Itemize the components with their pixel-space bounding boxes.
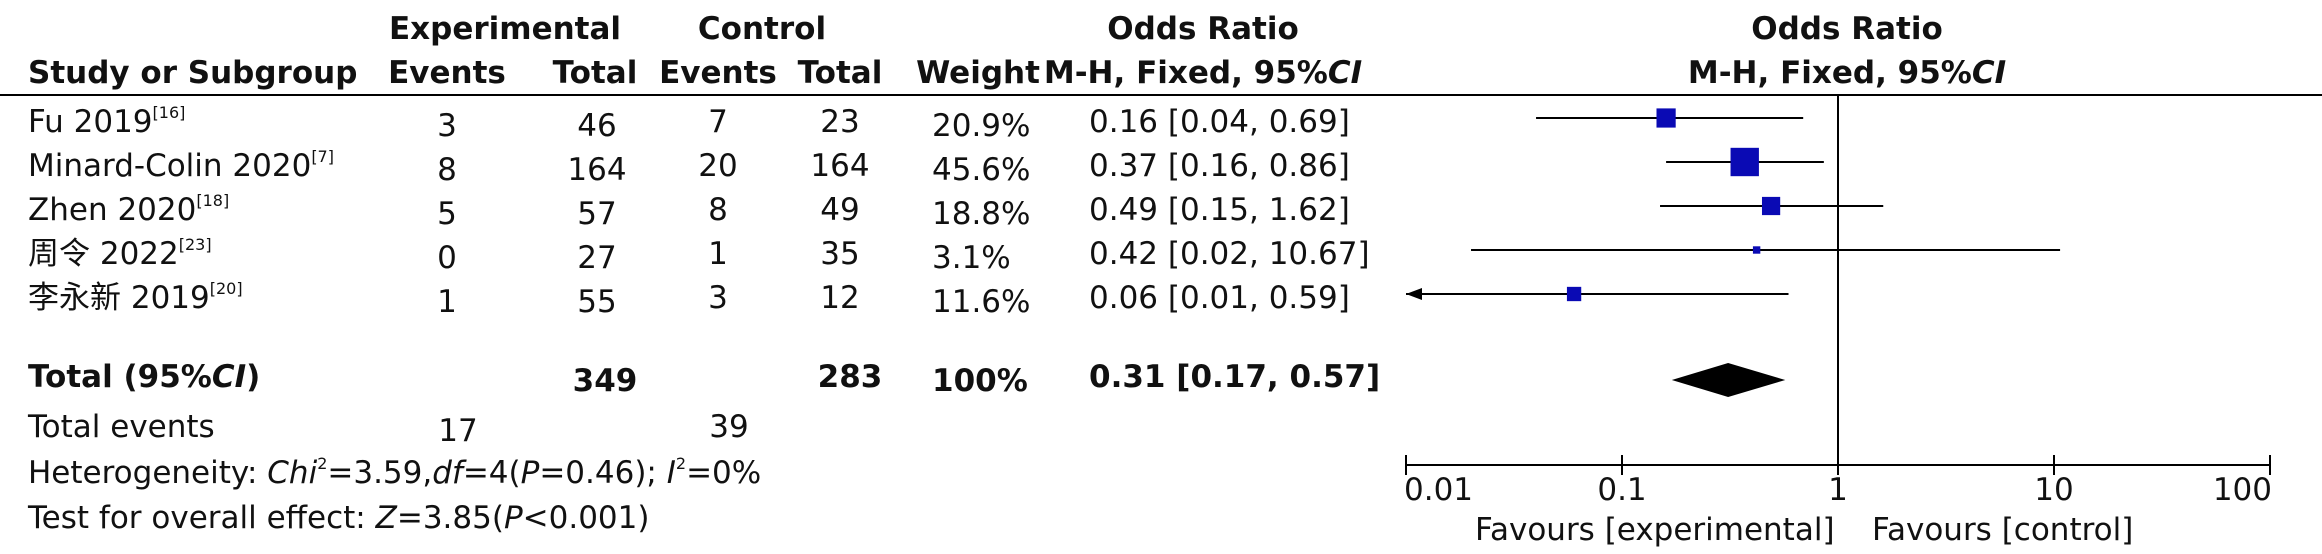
study-tot-c: 35 xyxy=(820,236,860,272)
total-events-control: 39 xyxy=(709,409,749,445)
x-tick-label: 1 xyxy=(1828,472,1848,508)
favours-experimental-label: Favours [experimental] xyxy=(1475,512,1835,548)
total-events-label: Total events xyxy=(28,409,215,445)
x-tick-label: 100 xyxy=(2213,472,2272,508)
header-total-control: Total xyxy=(797,55,883,91)
study-ci-text: 0.06 [0.01, 0.59] xyxy=(1089,280,1350,316)
total-label: Total (95%CI) xyxy=(28,359,261,395)
study-weight: 45.6% xyxy=(932,152,1031,188)
header-method-plot: M-H, Fixed, 95%CI xyxy=(1687,55,2007,91)
header-events-control: Events xyxy=(659,55,777,91)
study-marker xyxy=(1761,196,1781,216)
ci-arrow-left xyxy=(1406,288,1422,300)
study-marker xyxy=(1656,108,1676,128)
study-ev-e: 5 xyxy=(437,196,457,232)
study-ev-e: 0 xyxy=(437,240,457,276)
study-marker xyxy=(1752,246,1761,254)
study-ci-text: 0.37 [0.16, 0.86] xyxy=(1089,148,1350,184)
study-ev-c: 3 xyxy=(708,280,728,316)
study-tot-e: 164 xyxy=(567,152,627,188)
study-ev-c: 20 xyxy=(698,148,738,184)
study-weight: 18.8% xyxy=(932,196,1031,232)
header-weight: Weight xyxy=(916,55,1040,91)
heterogeneity-text: Heterogeneity: Chi2=3.59,df=4(P=0.46); I… xyxy=(28,454,762,491)
study-tot-e: 27 xyxy=(577,240,617,276)
header-odds-ratio-table: Odds Ratio xyxy=(1107,11,1299,47)
header-total-experimental: Total xyxy=(552,55,638,91)
overall-effect-text: Test for overall effect: Z=3.85(P<0.001) xyxy=(28,500,650,536)
study-name: Zhen 2020[18] xyxy=(28,191,230,228)
study-name: 周令 2022[23] xyxy=(28,235,212,272)
x-tick-label: 10 xyxy=(2034,472,2073,508)
study-weight: 3.1% xyxy=(932,240,1011,276)
study-ev-e: 1 xyxy=(437,284,457,320)
header-study: Study or Subgroup xyxy=(28,55,358,91)
total-events-experimental: 17 xyxy=(438,413,478,449)
study-tot-c: 12 xyxy=(820,280,860,316)
total-control: 283 xyxy=(817,359,883,395)
header-rule xyxy=(0,94,2322,96)
study-ev-e: 8 xyxy=(437,152,457,188)
study-tot-c: 49 xyxy=(820,192,860,228)
study-ev-c: 1 xyxy=(708,236,728,272)
study-tot-e: 55 xyxy=(577,284,617,320)
study-name: 李永新 2019[20] xyxy=(28,279,243,316)
study-marker xyxy=(1730,147,1759,177)
study-ci-text: 0.42 [0.02, 10.67] xyxy=(1089,236,1370,272)
pooled-diamond xyxy=(1671,363,1786,397)
study-weight: 20.9% xyxy=(932,108,1031,144)
study-tot-c: 23 xyxy=(820,104,860,140)
study-ev-c: 8 xyxy=(708,192,728,228)
total-weight: 100% xyxy=(932,363,1028,399)
total-experimental: 349 xyxy=(572,363,638,399)
study-tot-c: 164 xyxy=(810,148,870,184)
study-tot-e: 46 xyxy=(577,108,617,144)
header-method-table: M-H, Fixed, 95%CI xyxy=(1043,55,1363,91)
study-name: Minard-Colin 2020[7] xyxy=(28,147,334,184)
header-events-experimental: Events xyxy=(388,55,506,91)
total-ci-text: 0.31 [0.17, 0.57] xyxy=(1089,359,1381,395)
study-tot-e: 57 xyxy=(577,196,617,232)
study-ci-text: 0.49 [0.15, 1.62] xyxy=(1089,192,1350,228)
study-weight: 11.6% xyxy=(932,284,1031,320)
header-control: Control xyxy=(697,11,827,47)
x-tick-label: 0.1 xyxy=(1597,472,1646,508)
x-tick-label: 0.01 xyxy=(1404,472,1473,508)
study-marker xyxy=(1566,286,1582,302)
header-odds-ratio-plot: Odds Ratio xyxy=(1751,11,1943,47)
header-experimental: Experimental xyxy=(388,11,622,47)
study-ev-c: 7 xyxy=(708,104,728,140)
favours-control-label: Favours [control] xyxy=(1872,512,2133,548)
study-ci-text: 0.16 [0.04, 0.69] xyxy=(1089,104,1350,140)
study-ev-e: 3 xyxy=(437,108,457,144)
study-name: Fu 2019[16] xyxy=(28,103,186,140)
